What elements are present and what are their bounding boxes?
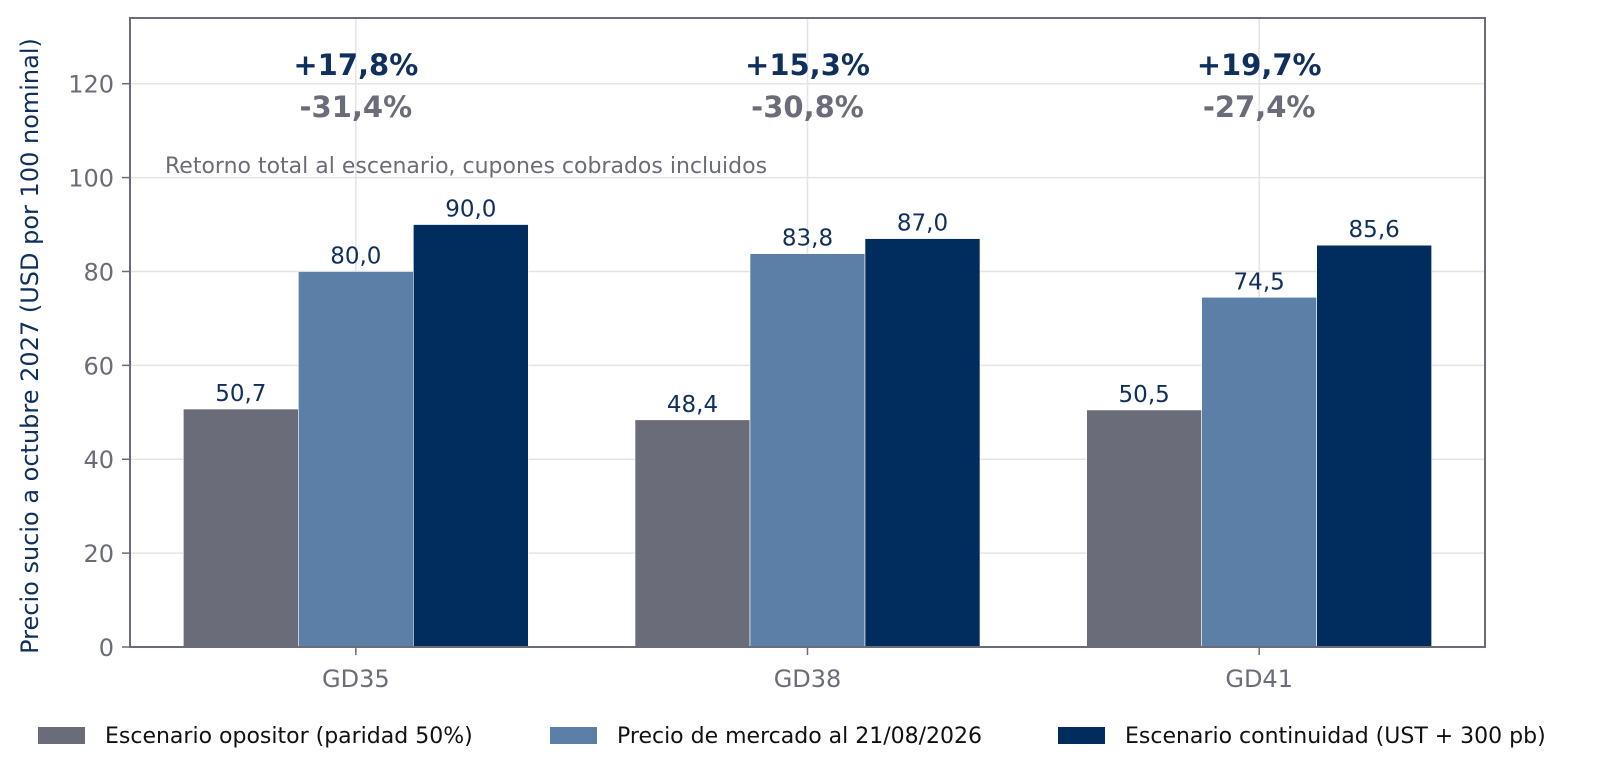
y-tick-label: 120 (68, 71, 114, 99)
bar (1201, 296, 1317, 648)
legend-label: Escenario continuidad (UST + 300 pb) (1125, 724, 1546, 749)
y-tick-label: 60 (83, 352, 114, 380)
y-tick-label: 40 (83, 446, 114, 474)
bar-value-label: 90,0 (445, 197, 496, 223)
y-axis-ticks: 0 20 40 60 80 100 120 (68, 71, 130, 662)
bar-value-label: 74,5 (1234, 269, 1285, 295)
bar-value-label: 50,7 (215, 381, 266, 407)
bar (634, 419, 751, 648)
return-annotations: +17,8% -31,4% +15,3% -30,8% +19,7% -27,4% (293, 48, 1321, 124)
annotation-note: Retorno total al escenario, cupones cobr… (165, 154, 767, 179)
bar-value-labels: 50,7 48,4 50,5 80,0 83,8 74,5 90,0 87,0 85,6 (215, 197, 1400, 418)
y-axis-label: Precio sucio a octubre 2027 (USD por 100… (16, 38, 44, 654)
x-tick-label: GD41 (1225, 665, 1293, 693)
bar-value-label: 87,0 (897, 211, 948, 237)
upside-return-label: +15,3% (745, 48, 870, 82)
downside-return-label: -31,4% (300, 90, 413, 124)
upside-return-label: +19,7% (1197, 48, 1322, 82)
y-tick-label: 80 (83, 258, 114, 286)
downside-return-label: -30,8% (751, 90, 864, 124)
x-axis-ticks: GD35 GD38 GD41 (322, 647, 1293, 693)
bar-value-label: 85,6 (1349, 217, 1400, 243)
x-tick-label: GD38 (774, 665, 842, 693)
upside-return-label: +17,8% (293, 48, 418, 82)
bar (1086, 409, 1202, 648)
legend-swatch (550, 727, 597, 744)
legend: Escenario opositor (paridad 50%) Precio d… (38, 724, 1546, 749)
legend-swatch (1058, 727, 1105, 744)
bar (183, 408, 299, 648)
legend-label: Precio de mercado al 21/08/2026 (617, 724, 982, 749)
bar (413, 224, 529, 648)
legend-label: Escenario opositor (paridad 50%) (105, 724, 473, 749)
bar (749, 253, 866, 648)
bar-value-label: 48,4 (667, 392, 718, 418)
bar (298, 271, 414, 648)
bar (1316, 244, 1432, 648)
downside-return-label: -27,4% (1203, 90, 1316, 124)
y-tick-label: 0 (99, 634, 114, 662)
bar-value-label: 50,5 (1119, 382, 1170, 408)
y-tick-label: 100 (68, 165, 114, 193)
y-tick-label: 20 (83, 540, 114, 568)
bar-value-label: 83,8 (782, 226, 833, 252)
bar (864, 238, 981, 648)
x-tick-label: GD35 (322, 665, 390, 693)
bars (183, 224, 1432, 648)
bar-value-label: 80,0 (330, 243, 381, 269)
legend-swatch (38, 727, 85, 744)
